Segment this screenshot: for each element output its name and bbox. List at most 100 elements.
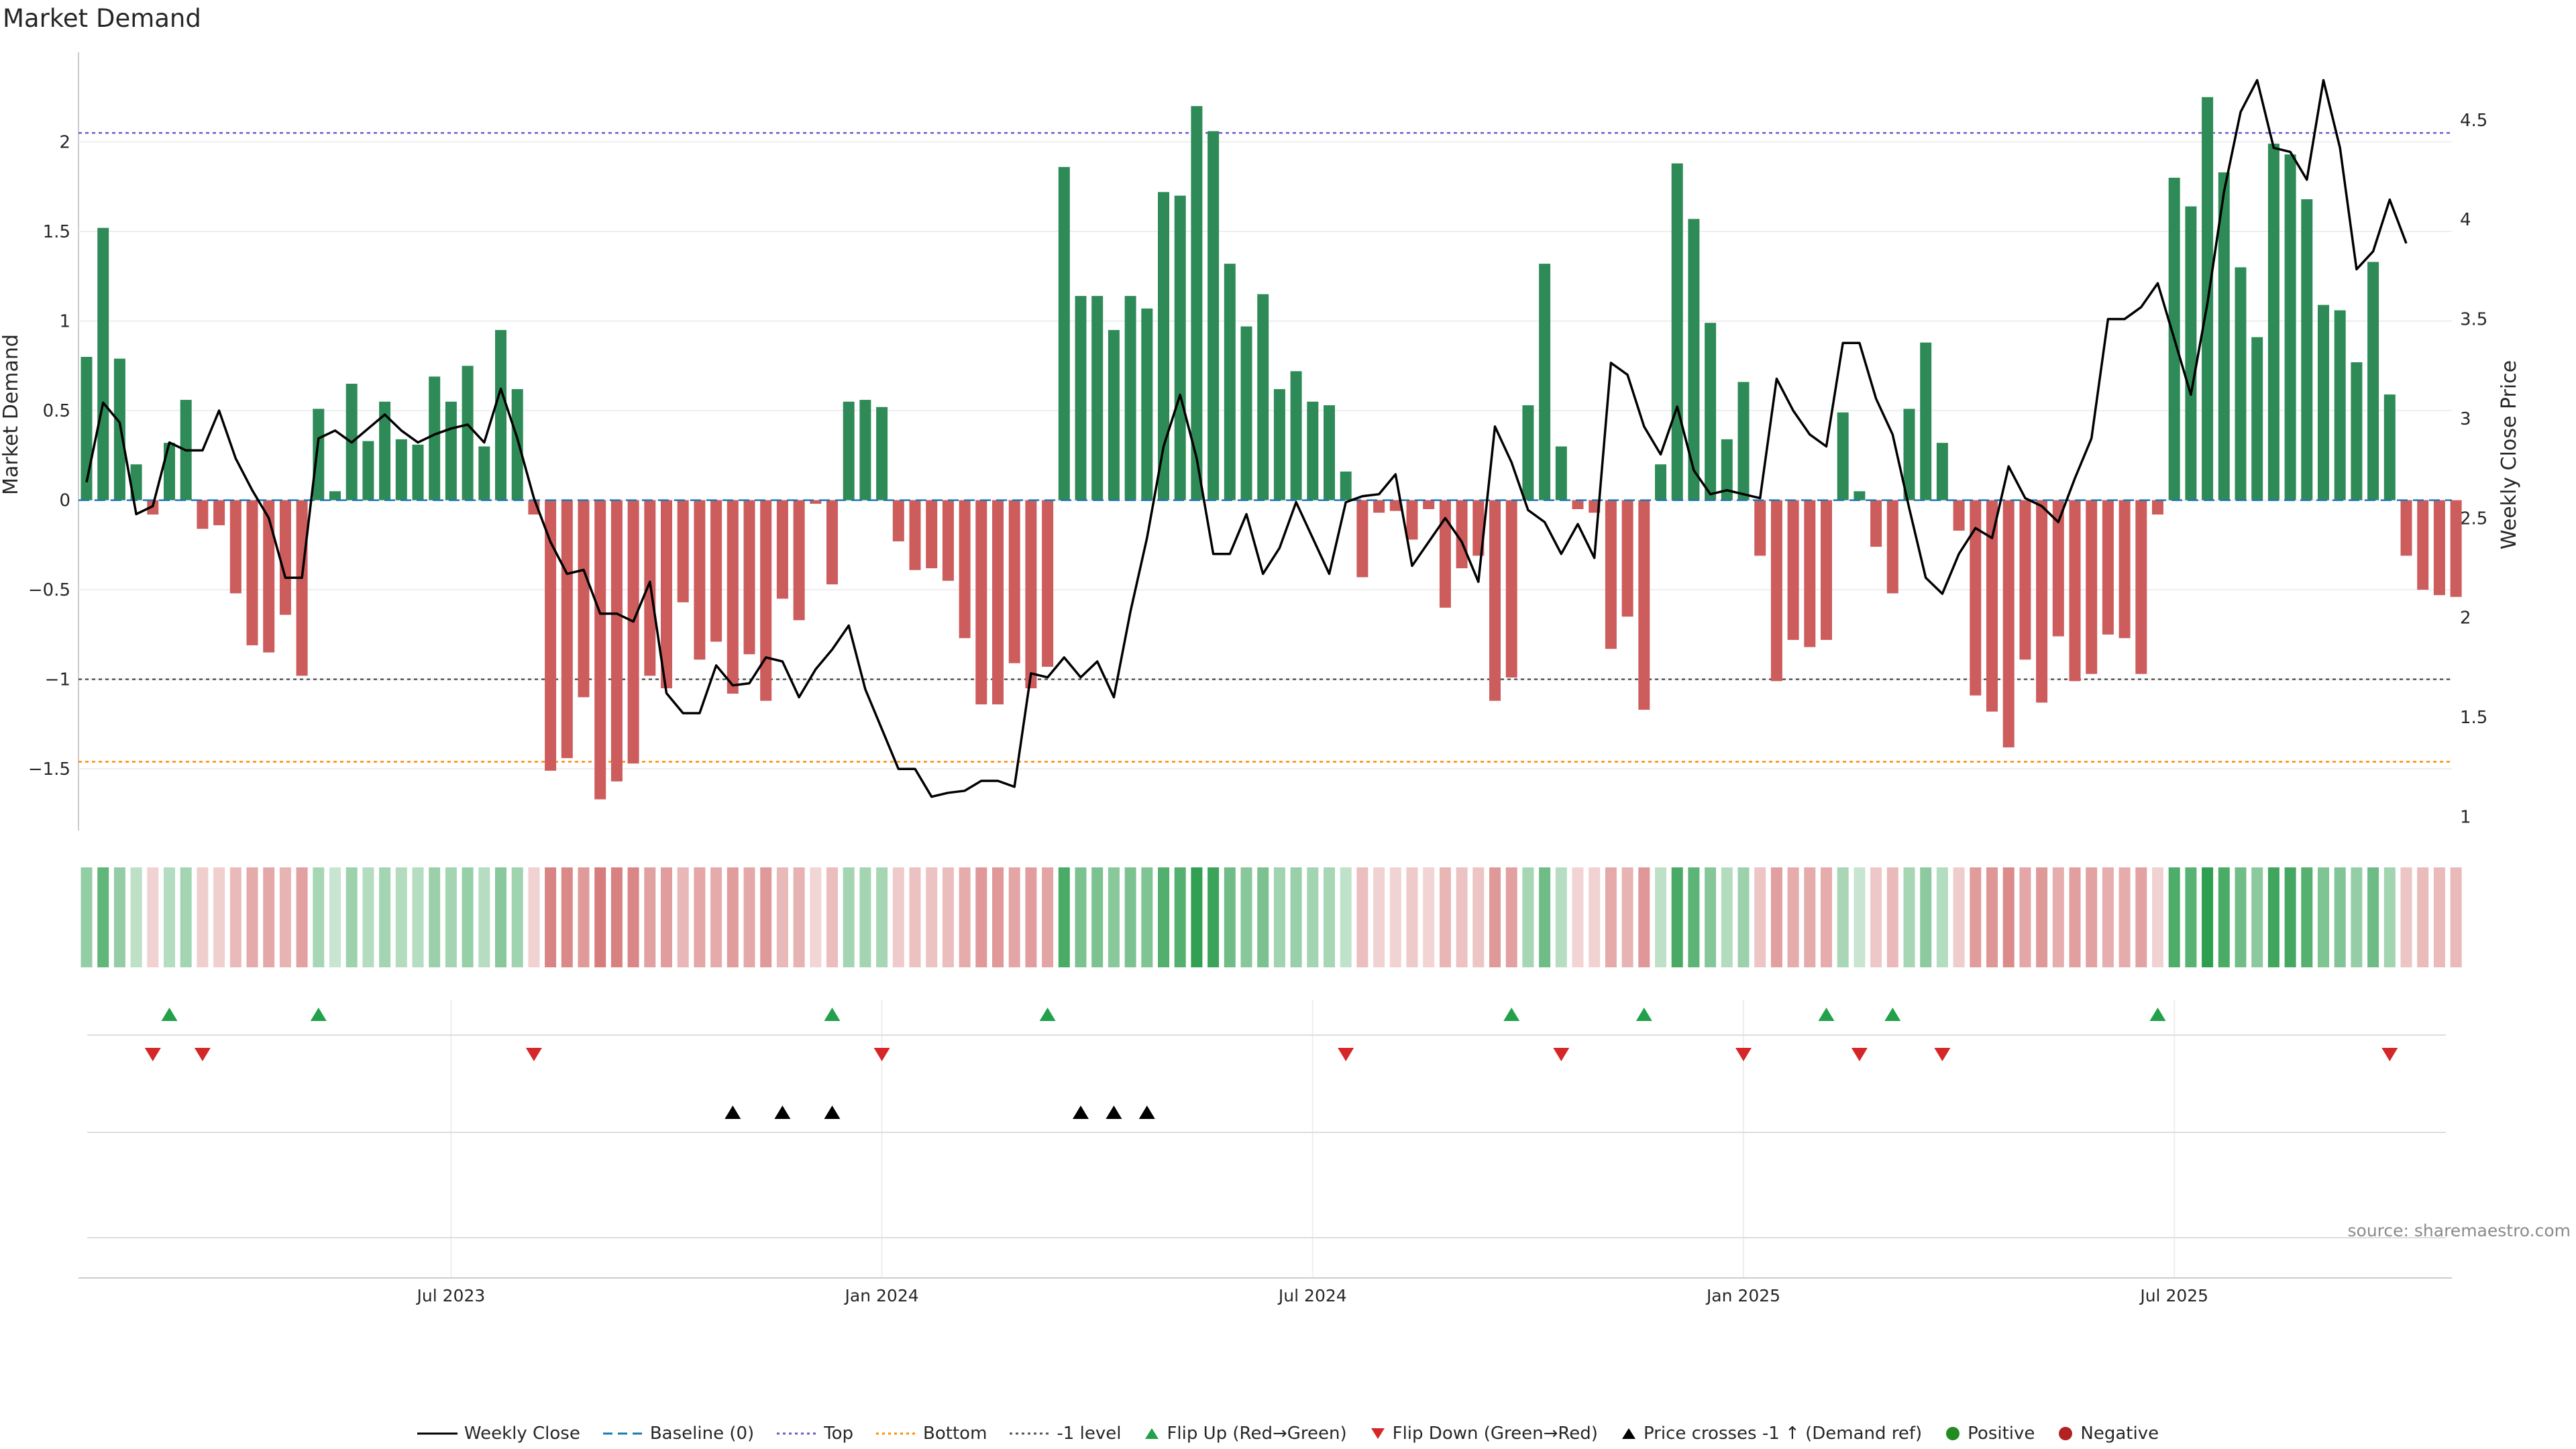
x-tick-label: Jul 2025 bbox=[2139, 1286, 2208, 1305]
heat-strip-cell bbox=[1837, 867, 1849, 967]
heat-strip-cell bbox=[1191, 867, 1203, 967]
demand-bar bbox=[1970, 500, 1982, 696]
demand-bar bbox=[1870, 500, 1882, 547]
demand-bar bbox=[2351, 362, 2363, 500]
demand-bar bbox=[2185, 206, 2197, 500]
demand-bar bbox=[2069, 500, 2081, 682]
demand-bar bbox=[2235, 267, 2247, 500]
heat-strip-cell bbox=[1356, 867, 1368, 967]
heat-strip-cell bbox=[2251, 867, 2263, 967]
y-axis-label-right: Weekly Close Price bbox=[2498, 360, 2521, 549]
heat-strip-cell bbox=[1804, 867, 1816, 967]
heat-strip-cell bbox=[263, 867, 275, 967]
heat-strip-cell bbox=[511, 867, 523, 967]
heat-strip-cell bbox=[1621, 867, 1633, 967]
legend-negative: Negative bbox=[2057, 1424, 2159, 1444]
y-tick-label-right: 2.5 bbox=[2460, 508, 2487, 529]
demand-bar bbox=[1423, 500, 1435, 509]
demand-bar bbox=[992, 500, 1004, 705]
demand-bar bbox=[1191, 106, 1203, 500]
demand-bar bbox=[296, 500, 308, 676]
heat-strip-cell bbox=[1439, 867, 1451, 967]
demand-bar bbox=[478, 446, 490, 500]
demand-bar bbox=[1572, 500, 1584, 509]
demand-bar bbox=[2152, 500, 2163, 515]
heat-strip-cell bbox=[1091, 867, 1104, 967]
demand-bar bbox=[1886, 500, 1898, 594]
heat-strip-cell bbox=[942, 867, 954, 967]
heat-strip-cell bbox=[610, 867, 623, 967]
demand-bar bbox=[1539, 264, 1551, 500]
demand-bar bbox=[1124, 296, 1136, 500]
heat-strip-cell bbox=[2334, 867, 2346, 967]
demand-bar bbox=[1705, 323, 1717, 500]
price-cross-marker bbox=[824, 1106, 841, 1119]
demand-bar bbox=[2086, 500, 2098, 674]
heat-strip-cell bbox=[644, 867, 656, 967]
demand-bar bbox=[1787, 500, 1799, 640]
demand-bar bbox=[2267, 144, 2279, 500]
heat-strip-cell bbox=[2118, 867, 2131, 967]
legend-flip-up: Flip Up (Red→Green) bbox=[1144, 1424, 1347, 1444]
demand-bar bbox=[826, 500, 838, 585]
demand-bar bbox=[2383, 394, 2396, 500]
heat-strip-cell bbox=[2284, 867, 2296, 967]
heat-strip-cell bbox=[1174, 867, 1186, 967]
heat-strip-cell bbox=[1572, 867, 1584, 967]
flip-down-marker bbox=[1735, 1048, 1752, 1061]
y-tick-label-right: 4 bbox=[2460, 210, 2471, 230]
heat-strip-cell bbox=[445, 867, 457, 967]
legend-positive: Positive bbox=[1945, 1424, 2035, 1444]
y-tick-label-left: −0.5 bbox=[28, 580, 70, 600]
demand-bar bbox=[1555, 446, 1567, 500]
price-cross-marker bbox=[774, 1106, 791, 1119]
heat-strip-cell bbox=[1456, 867, 1468, 967]
demand-bar bbox=[1356, 500, 1368, 578]
demand-bar bbox=[1903, 409, 1915, 500]
heat-strip-cell bbox=[1770, 867, 1782, 967]
demand-bar bbox=[2118, 500, 2131, 639]
x-tick-label: Jan 2025 bbox=[1705, 1286, 1780, 1305]
demand-bar bbox=[727, 500, 739, 694]
legend-baseline: Baseline (0) bbox=[602, 1424, 755, 1444]
demand-bar bbox=[661, 500, 672, 689]
heat-strip-cell bbox=[1539, 867, 1551, 967]
flip-down-marker bbox=[1338, 1048, 1354, 1061]
demand-bar bbox=[1091, 296, 1104, 500]
heat-strip-cell bbox=[843, 867, 855, 967]
heat-strip-cell bbox=[1008, 867, 1020, 967]
flip-up-marker bbox=[1039, 1008, 1056, 1021]
heat-strip-cell bbox=[661, 867, 672, 967]
heat-strip-cell bbox=[1821, 867, 1832, 967]
demand-bar bbox=[279, 500, 291, 615]
heat-strip-cell bbox=[1688, 867, 1700, 967]
demand-bar bbox=[2052, 500, 2064, 637]
demand-bar bbox=[1075, 296, 1087, 500]
demand-bar bbox=[2036, 500, 2048, 703]
demand-bar bbox=[1042, 500, 1054, 667]
heat-strip-cell bbox=[97, 867, 109, 967]
x-tick-label: Jan 2024 bbox=[844, 1286, 919, 1305]
flip-up-marker bbox=[1635, 1008, 1652, 1021]
heat-strip-cell bbox=[826, 867, 838, 967]
legend-flip-down: Flip Down (Green→Red) bbox=[1370, 1424, 1598, 1444]
demand-bar bbox=[627, 500, 639, 764]
demand-bar bbox=[545, 500, 557, 771]
demand-bar bbox=[710, 500, 722, 642]
heat-strip-cell bbox=[2450, 867, 2462, 967]
heat-strip-cell bbox=[1886, 867, 1898, 967]
demand-bar bbox=[810, 500, 822, 504]
heat-strip-cell bbox=[180, 867, 192, 967]
heat-strip-cell bbox=[1075, 867, 1087, 967]
flip-up-marker bbox=[310, 1008, 327, 1021]
heat-strip-cell bbox=[478, 867, 490, 967]
heat-strip-cell bbox=[959, 867, 971, 967]
heat-strip-cell bbox=[1257, 867, 1269, 967]
demand-bar bbox=[412, 444, 424, 500]
heat-strip-cell bbox=[1240, 867, 1252, 967]
heat-strip-cell bbox=[2301, 867, 2313, 967]
demand-bar bbox=[1108, 329, 1120, 500]
demand-bar bbox=[1953, 500, 1965, 531]
demand-bar bbox=[511, 389, 523, 500]
demand-bar bbox=[909, 500, 921, 570]
